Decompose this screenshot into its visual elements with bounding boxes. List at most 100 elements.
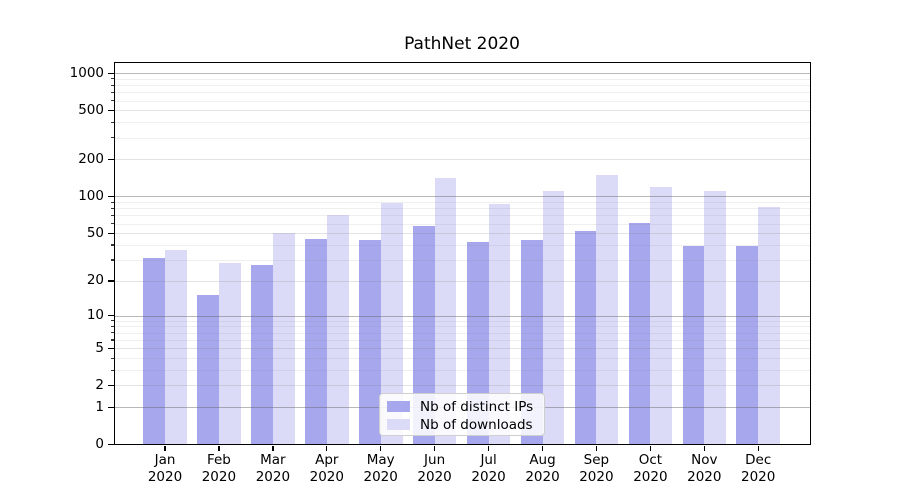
y-minor-tick-30 <box>110 259 114 261</box>
gridline-40 <box>113 244 811 246</box>
gridline-2 <box>113 385 811 387</box>
x-label-month-mar: Mar <box>260 452 286 468</box>
gridline-200 <box>113 159 811 161</box>
gridline-500 <box>113 110 811 112</box>
y-tick-label-5: 5 <box>95 339 104 356</box>
y-minor-tick-70 <box>110 214 114 217</box>
y-minor-tick-900 <box>110 78 114 80</box>
y-minor-tick-9 <box>110 320 114 322</box>
y-tick-label-1: 1 <box>95 398 104 415</box>
gridline-800 <box>113 85 811 86</box>
gridline-300 <box>113 137 811 139</box>
legend-item-downloads: Nb of downloads <box>387 416 535 434</box>
x-tick-jun <box>434 446 436 451</box>
x-tick-jan <box>164 446 166 451</box>
x-tick-label-jun: Jun 2020 <box>405 452 465 485</box>
x-label-month-jul: Jul <box>480 452 497 468</box>
y-minor-tick-6 <box>110 339 114 341</box>
x-label-year-mar: 2020 <box>255 468 291 485</box>
y-tick-500 <box>107 109 114 112</box>
x-label-month-oct: Oct <box>638 452 663 468</box>
bar-downloads-nov <box>704 191 727 445</box>
y-minor-tick-4 <box>110 357 114 359</box>
bar-downloads-apr <box>326 215 349 445</box>
bar-distinct-ips-feb <box>197 295 219 445</box>
legend-label-distinct-ips: Nb of distinct IPs <box>420 398 534 415</box>
gridline-9 <box>113 320 811 322</box>
plot-area <box>113 62 811 445</box>
x-tick-sep <box>595 446 598 451</box>
bar-distinct-ips-oct <box>628 223 651 445</box>
bar-distinct-ips-dec <box>736 246 759 445</box>
gridline-50 <box>113 233 811 235</box>
y-minor-tick-90 <box>110 201 114 203</box>
x-tick-may <box>380 446 382 451</box>
y-minor-tick-60 <box>110 223 114 225</box>
bar-downloads-jul <box>488 203 511 445</box>
bar-downloads-may <box>380 203 403 445</box>
y-tick-label-2: 2 <box>95 376 104 393</box>
x-tick-oct <box>649 446 652 451</box>
y-tick-label-200: 200 <box>78 150 104 167</box>
y-minor-tick-300 <box>110 137 114 139</box>
x-label-year-jul: 2020 <box>471 468 506 485</box>
x-label-year-aug: 2020 <box>525 468 560 485</box>
x-label-month-may: May <box>366 452 395 468</box>
x-tick-label-may: May 2020 <box>351 452 411 485</box>
gridline-5 <box>113 348 811 350</box>
y-tick-20 <box>107 280 114 282</box>
gridline-60 <box>113 223 811 225</box>
y-tick-1 <box>107 406 114 408</box>
legend-label-downloads: Nb of downloads <box>420 416 533 433</box>
x-tick-mar <box>272 446 274 451</box>
y-minor-tick-8 <box>110 325 114 328</box>
y-tick-label-1000: 1000 <box>69 64 104 81</box>
x-label-month-dec: Dec <box>745 452 772 468</box>
gridline-600 <box>113 100 811 102</box>
gridline-700 <box>113 92 811 94</box>
x-tick-aug <box>541 446 544 451</box>
x-label-year-feb: 2020 <box>201 468 237 485</box>
x-label-month-sep: Sep <box>583 452 610 468</box>
gridline-10 <box>113 315 811 317</box>
bar-distinct-ips-jun <box>412 226 435 445</box>
x-label-year-jun: 2020 <box>417 468 452 485</box>
x-tick-jul <box>488 446 490 451</box>
bar-downloads-oct <box>650 186 673 445</box>
x-tick-label-sep: Sep 2020 <box>566 452 626 485</box>
x-label-year-apr: 2020 <box>309 468 344 485</box>
y-tick-label-50: 50 <box>86 224 104 241</box>
bar-distinct-ips-may <box>358 239 381 445</box>
gridline-900 <box>113 78 811 80</box>
bar-downloads-mar <box>272 233 295 445</box>
bar-downloads-jan <box>165 250 187 445</box>
x-label-month-aug: Aug <box>529 452 556 468</box>
y-tick-1000 <box>107 72 114 74</box>
x-label-year-jan: 2020 <box>147 468 183 485</box>
legend: Nb of distinct IPs Nb of downloads <box>379 392 545 436</box>
gridline-30 <box>113 259 811 261</box>
y-tick-label-10: 10 <box>86 307 104 324</box>
bar-distinct-ips-sep <box>574 231 597 445</box>
x-label-month-jan: Jan <box>154 452 176 468</box>
x-tick-label-jul: Jul 2020 <box>459 452 519 485</box>
gridline-90 <box>113 202 811 203</box>
y-tick-50 <box>107 232 114 234</box>
bar-distinct-ips-apr <box>304 238 327 445</box>
legend-swatch-downloads <box>387 419 410 430</box>
x-tick-label-mar: Mar 2020 <box>243 452 303 485</box>
y-tick-0 <box>107 444 114 446</box>
gridline-70 <box>113 215 811 217</box>
y-minor-tick-40 <box>110 244 114 246</box>
x-tick-dec <box>757 446 759 451</box>
x-tick-apr <box>326 446 328 451</box>
x-tick-label-jan: Jan 2020 <box>135 452 195 485</box>
bar-downloads-feb <box>218 263 241 445</box>
gridline-1000 <box>113 73 811 74</box>
bar-downloads-sep <box>596 174 619 445</box>
y-minor-tick-600 <box>110 100 114 102</box>
y-tick-label-500: 500 <box>78 101 104 118</box>
y-tick-5 <box>107 347 114 349</box>
x-tick-label-nov: Nov 2020 <box>674 452 734 485</box>
y-minor-tick-700 <box>110 91 114 93</box>
